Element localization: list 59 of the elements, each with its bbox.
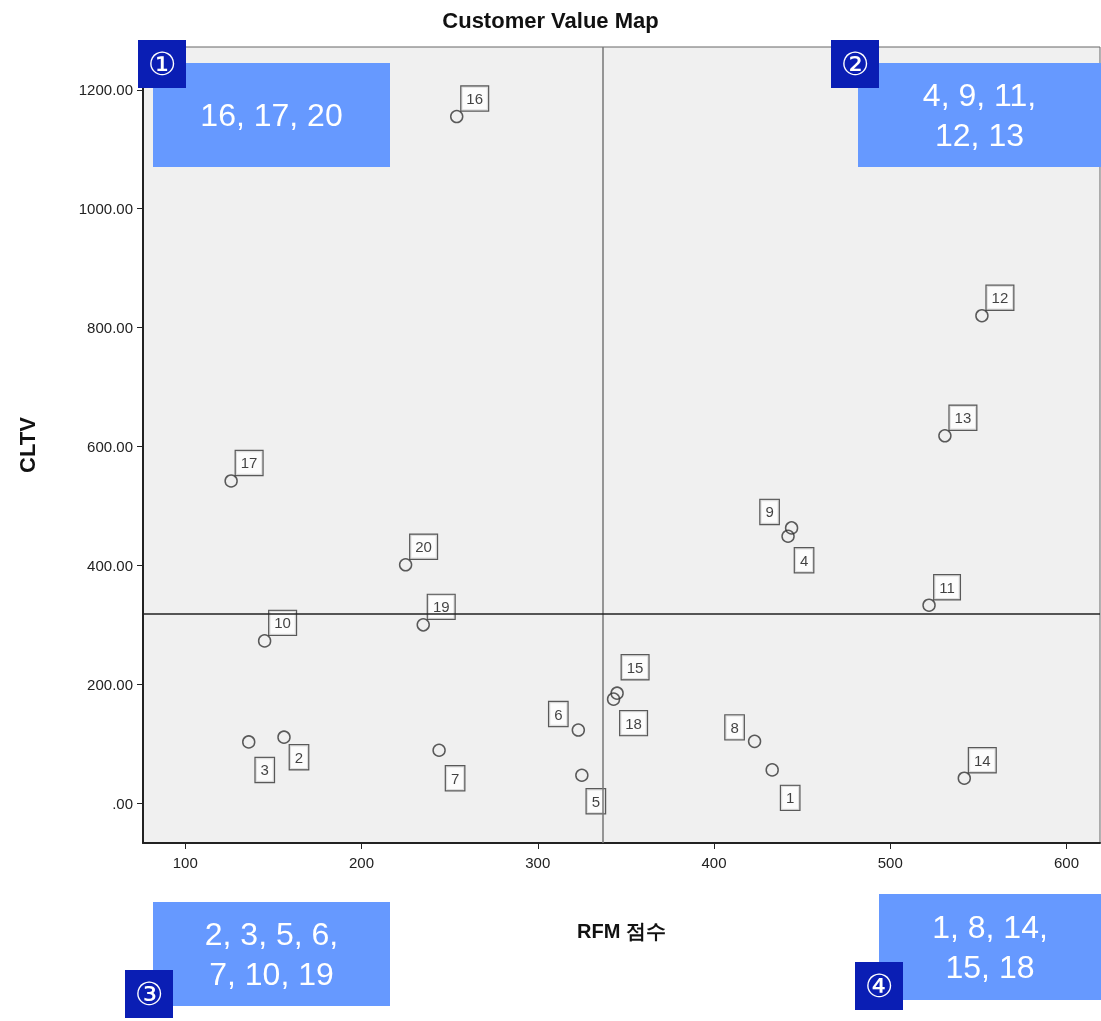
point (938, 429, 952, 443)
point (224, 474, 238, 488)
point (242, 735, 256, 749)
y-axis-title: CLTV (14, 416, 40, 473)
point (610, 686, 624, 700)
series-label: 9 (765, 503, 774, 521)
series-label: 10 (274, 614, 291, 632)
y-tick-label: 600.00 (87, 437, 133, 455)
series-label: 11 (939, 578, 955, 596)
point (784, 521, 799, 535)
series-label: 17 (240, 454, 258, 472)
y-tick-label: 400.00 (87, 556, 133, 574)
x-tick-label: 100 (172, 854, 198, 871)
series-label: 2 (294, 748, 304, 766)
series-label: 3 (260, 761, 269, 779)
x-tick-label: 600 (1054, 854, 1080, 871)
series-label: 1 (786, 789, 795, 807)
point (398, 558, 413, 572)
point (922, 598, 936, 612)
point (277, 730, 291, 744)
series-label: 13 (954, 409, 972, 427)
y-tick-label: .00 (112, 794, 133, 812)
point (957, 771, 972, 785)
point (747, 734, 762, 749)
series-label: 18 (625, 714, 642, 732)
point (575, 768, 589, 782)
x-axis-title: RFM 점수 (577, 920, 666, 942)
point (257, 634, 272, 648)
annotation: 4, 9, 11, 12, 13 (922, 76, 1037, 155)
point (765, 763, 779, 777)
series-label: 16 (466, 90, 484, 108)
point (606, 692, 621, 706)
series-label: 12 (991, 289, 1009, 307)
series-label: 19 (432, 598, 450, 616)
series-label: 5 (591, 792, 601, 810)
x-tick-label: 200 (349, 854, 375, 871)
y-tick-label: 1000.00 (78, 200, 133, 218)
series-label: 15 (626, 658, 644, 676)
point (416, 618, 430, 632)
x-tick-label: 300 (525, 854, 551, 871)
y-tick-label: 200.00 (87, 675, 133, 693)
point (449, 109, 464, 124)
series-label: 6 (554, 705, 563, 723)
point (432, 743, 446, 758)
y-tick-label: 1200.00 (78, 81, 133, 99)
series-label: 20 (415, 538, 432, 556)
series-label: 8 (730, 718, 739, 736)
annotation: 16, 17, 20 (200, 96, 343, 135)
number-badge: ④ (855, 962, 903, 1010)
point (975, 308, 989, 323)
series-label: 14 (973, 751, 991, 769)
point (781, 529, 795, 543)
y-tick-label: 800.00 (87, 319, 133, 337)
point (571, 723, 586, 737)
x-tick-label: 400 (701, 854, 727, 871)
series-label: 4 (799, 551, 809, 569)
x-tick-label: 500 (877, 854, 903, 871)
chart-title: Customer Value Map (442, 7, 659, 33)
series-label: 7 (450, 769, 460, 787)
